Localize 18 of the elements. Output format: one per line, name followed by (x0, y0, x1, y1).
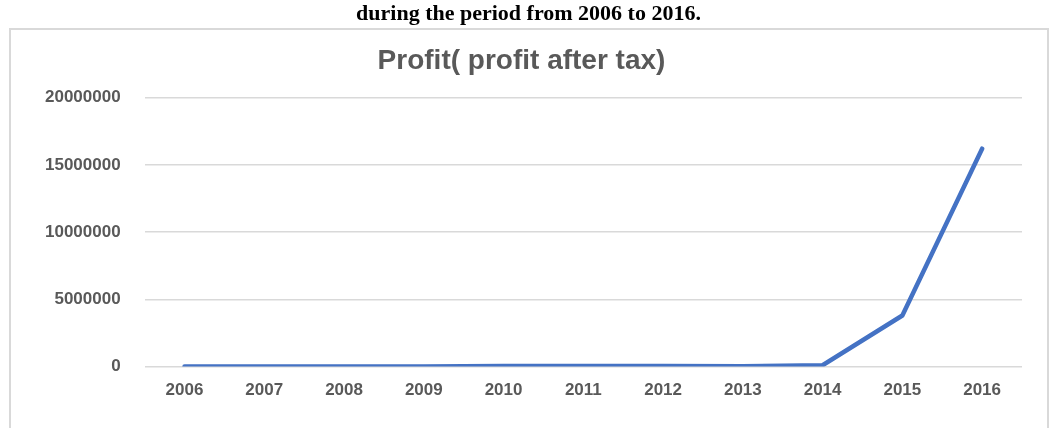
text: during the period from 2006 to 2016. (355, 0, 702, 26)
y-tick-label: 15000000 (45, 154, 121, 174)
y-tick-label: 10000000 (45, 221, 121, 241)
x-tick-label: 2012 (644, 380, 682, 400)
chart-title: Profit( profit after tax) (377, 43, 666, 75)
x-tick-label: 2008 (325, 380, 363, 400)
x-tick-label: 2015 (883, 380, 922, 400)
y-tick-label: 5000000 (54, 289, 121, 309)
x-tick-label: 2010 (484, 380, 523, 400)
x-tick-label: 2013 (723, 380, 762, 400)
x-tick-label: 2009 (404, 380, 443, 400)
x-tick-label: 2011 (564, 380, 602, 400)
x-tick-label: 2014 (803, 380, 843, 400)
y-tick-label: 20000000 (45, 87, 121, 107)
x-tick-label: 2006 (165, 380, 204, 400)
x-tick-label: 2016 (963, 380, 1002, 400)
y-tick-label: 0 (111, 356, 121, 376)
x-tick-label: 2007 (245, 380, 284, 400)
